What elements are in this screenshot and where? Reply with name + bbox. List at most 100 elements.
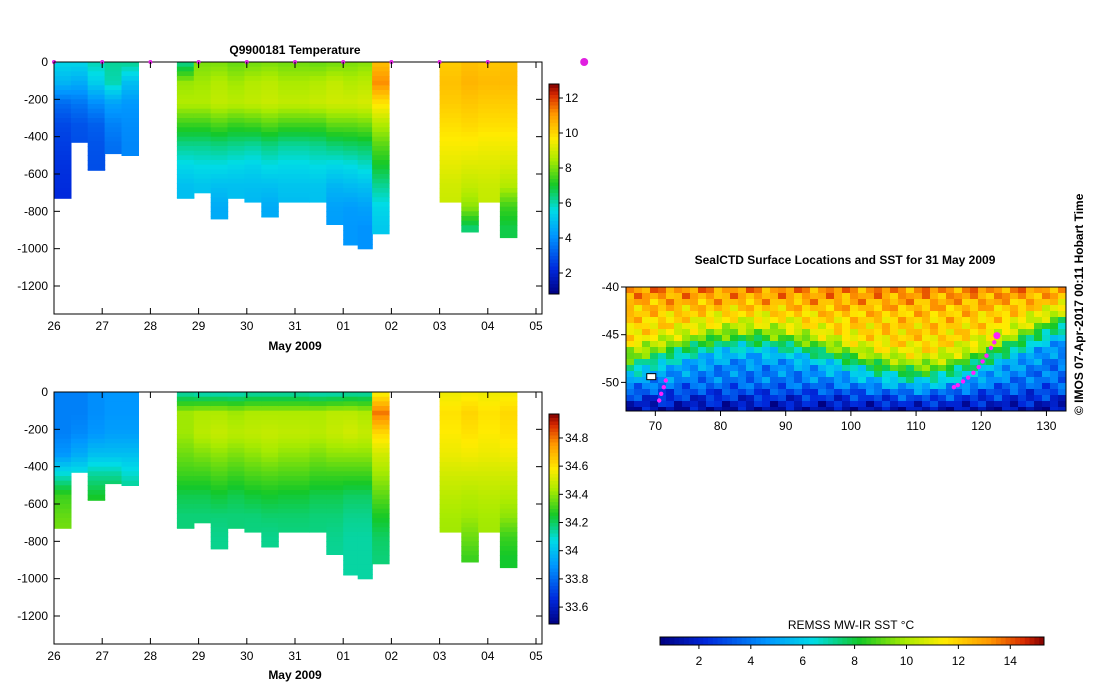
sst-cell bbox=[786, 323, 795, 330]
profile-cell bbox=[461, 136, 479, 142]
profile-cell bbox=[278, 122, 310, 128]
profile-cell bbox=[326, 178, 344, 184]
profile-cell bbox=[278, 522, 310, 528]
sst-cell bbox=[642, 383, 651, 390]
profile-cell bbox=[309, 118, 327, 124]
profile-cell bbox=[343, 574, 359, 576]
sst-cell bbox=[914, 329, 923, 336]
profile-cell bbox=[244, 85, 262, 91]
map-colorbar-swatch bbox=[727, 637, 733, 645]
sst-cell bbox=[986, 377, 995, 384]
profile-cell bbox=[461, 183, 479, 189]
profile-cell bbox=[478, 424, 501, 430]
profile-cell bbox=[499, 466, 518, 472]
sst-cell bbox=[674, 305, 683, 312]
profile-cell bbox=[176, 127, 195, 133]
sst-cell bbox=[994, 323, 1003, 330]
sst-cell bbox=[938, 341, 947, 348]
sst-cell bbox=[938, 347, 947, 354]
profile-cell bbox=[210, 99, 229, 105]
sst-cell bbox=[898, 341, 907, 348]
colorbar-swatch bbox=[549, 245, 559, 249]
profile-cell bbox=[357, 174, 373, 180]
profile-cell bbox=[176, 494, 195, 500]
profile-cell bbox=[357, 508, 373, 514]
sst-cell bbox=[698, 299, 707, 306]
profile-cell bbox=[357, 211, 373, 217]
profile-cell bbox=[372, 466, 390, 472]
profile-cell bbox=[309, 518, 327, 524]
profile-cell bbox=[227, 104, 245, 110]
profile-cell bbox=[357, 192, 373, 198]
colorbar-swatch bbox=[549, 154, 559, 158]
profile-cell bbox=[309, 80, 327, 86]
profile-cell bbox=[54, 127, 72, 133]
profile-cell bbox=[372, 178, 390, 184]
sst-cell bbox=[1050, 377, 1059, 384]
profile-cell bbox=[309, 494, 327, 500]
profile-cell bbox=[357, 434, 373, 440]
profile-cell bbox=[343, 220, 359, 226]
sst-cell bbox=[818, 407, 827, 412]
profile-cell bbox=[499, 546, 518, 552]
sst-cell bbox=[1042, 389, 1051, 396]
sst-cell bbox=[810, 359, 819, 366]
sst-cell bbox=[906, 287, 915, 294]
sst-cell bbox=[970, 389, 979, 396]
profile-cell bbox=[309, 174, 327, 180]
profile-cell bbox=[210, 132, 229, 138]
profile-cell bbox=[227, 90, 245, 96]
sst-cell bbox=[858, 395, 867, 402]
profile-cell bbox=[439, 480, 462, 486]
sst-cell bbox=[746, 305, 755, 312]
sst-cell bbox=[722, 299, 731, 306]
profile-cell bbox=[210, 122, 229, 128]
sst-cell bbox=[762, 293, 771, 300]
profile-cell bbox=[176, 174, 195, 180]
sst-cell bbox=[690, 395, 699, 402]
sst-cell bbox=[674, 299, 683, 306]
profile-cell bbox=[261, 85, 279, 91]
x-tick-label: 26 bbox=[47, 319, 61, 333]
profile-cell bbox=[54, 136, 72, 142]
sst-cell bbox=[1026, 287, 1035, 294]
profile-cell bbox=[261, 136, 279, 142]
map-colorbar-swatch bbox=[856, 637, 863, 645]
profile-cell bbox=[54, 146, 72, 152]
map-colorbar-swatch bbox=[712, 637, 719, 645]
profile-cell bbox=[357, 462, 373, 468]
sst-cell bbox=[714, 407, 723, 412]
profile-cell bbox=[121, 94, 139, 100]
profile-cell bbox=[176, 466, 195, 472]
profile-cell bbox=[70, 471, 89, 473]
profile-cell bbox=[193, 494, 212, 500]
sst-cell bbox=[1034, 407, 1043, 412]
profile-cell bbox=[104, 438, 123, 444]
x-tick-label: 30 bbox=[240, 649, 254, 663]
sst-cell bbox=[818, 287, 827, 294]
sst-cell bbox=[874, 311, 883, 318]
colorbar-swatch bbox=[549, 87, 559, 92]
profile-cell bbox=[499, 216, 518, 222]
sst-cell bbox=[1042, 383, 1051, 390]
profile-cell bbox=[499, 396, 518, 402]
sst-cell bbox=[946, 299, 955, 306]
profile-cell bbox=[357, 452, 373, 458]
profile-cell bbox=[499, 160, 518, 166]
profile-cell bbox=[176, 527, 195, 529]
profile-cell bbox=[244, 499, 262, 505]
sst-cell bbox=[626, 305, 635, 312]
colorbar-swatch bbox=[549, 508, 559, 513]
profile-cell bbox=[278, 136, 310, 142]
sst-cell bbox=[730, 293, 739, 300]
profile-cell bbox=[278, 415, 310, 421]
sst-cell bbox=[706, 329, 715, 336]
map-colorbar-tick-label: 12 bbox=[952, 654, 966, 668]
sst-cell bbox=[922, 401, 931, 408]
sst-cell bbox=[810, 401, 819, 408]
profile-cell bbox=[176, 406, 195, 412]
sst-cell bbox=[1050, 401, 1059, 408]
sst-cell bbox=[778, 317, 787, 324]
sst-cell bbox=[994, 341, 1003, 348]
sst-cell bbox=[922, 395, 931, 402]
